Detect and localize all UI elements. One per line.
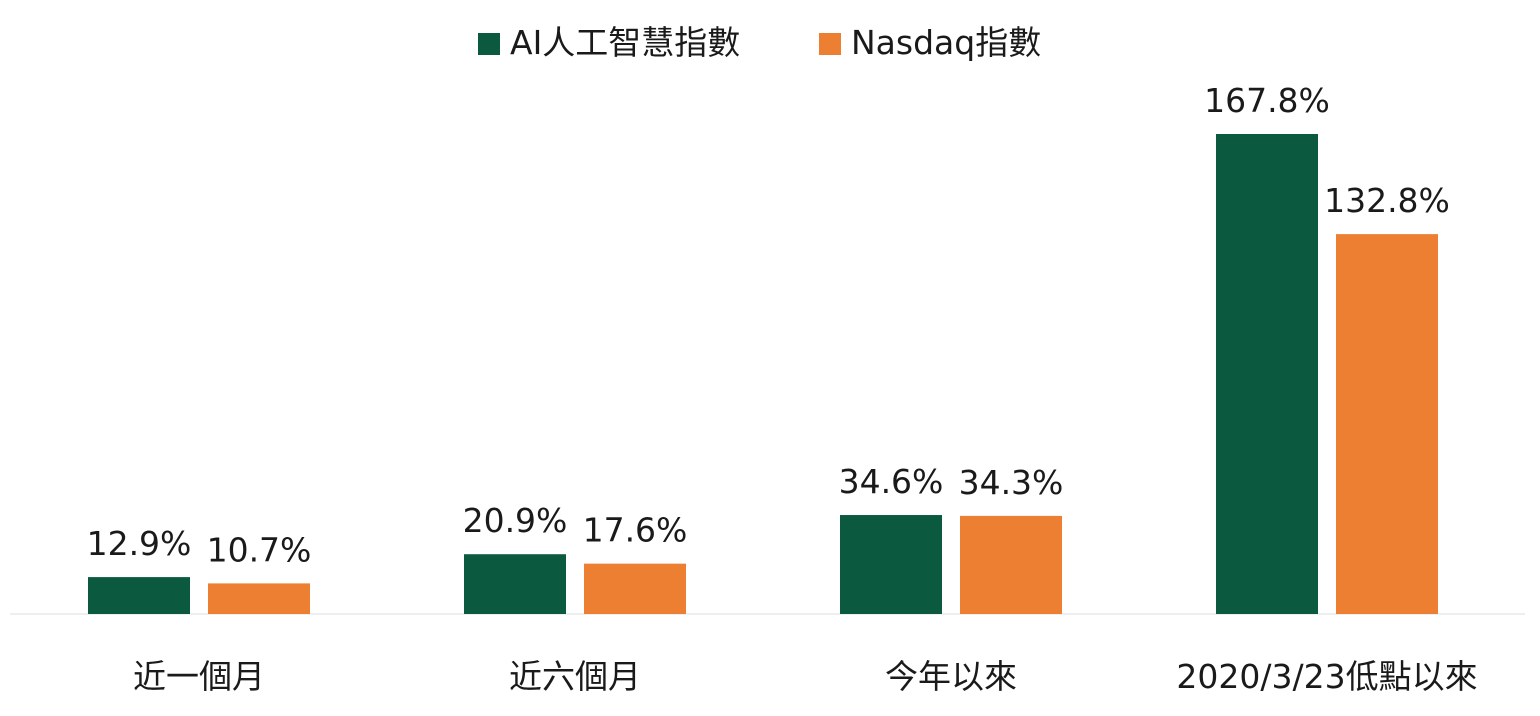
value-label-ai-index-0: 12.9%: [87, 524, 192, 563]
value-label-nasdaq-1: 17.6%: [583, 511, 688, 550]
value-labels-group: 12.9% 10.7% 20.9% 17.6% 34.6% 34.3% 167.8% 132.…: [87, 81, 1450, 569]
legend: AI人工智慧指數 Nasdaq指數: [478, 23, 1041, 62]
legend-swatch-nasdaq: [819, 33, 841, 55]
bar-nasdaq-2: [960, 515, 1062, 614]
legend-label-nasdaq: Nasdaq指數: [851, 23, 1041, 62]
category-label-0: 近一個月: [133, 657, 265, 696]
bars-group: [88, 134, 1438, 614]
bar-ai-index-0: [88, 577, 190, 614]
legend-label-ai-index: AI人工智慧指數: [510, 23, 740, 62]
category-label-1: 近六個月: [509, 657, 641, 696]
bar-nasdaq-3: [1336, 234, 1438, 614]
value-label-ai-index-2: 34.6%: [839, 462, 944, 501]
category-label-2: 今年以來: [885, 657, 1017, 696]
value-label-ai-index-3: 167.8%: [1204, 81, 1330, 120]
value-label-nasdaq-3: 132.8%: [1324, 181, 1450, 220]
category-label-3: 2020/3/23低點以來: [1176, 657, 1477, 696]
value-label-nasdaq-2: 34.3%: [959, 463, 1064, 502]
bar-ai-index-3: [1216, 134, 1318, 614]
bar-nasdaq-0: [208, 583, 310, 614]
category-labels-group: 近一個月 近六個月 今年以來 2020/3/23低點以來: [133, 657, 1478, 696]
bar-nasdaq-1: [584, 563, 686, 614]
bar-ai-index-1: [464, 554, 566, 614]
bar-ai-index-2: [840, 515, 942, 614]
value-label-ai-index-1: 20.9%: [463, 501, 568, 540]
value-label-nasdaq-0: 10.7%: [207, 530, 312, 569]
legend-swatch-ai-index: [478, 33, 500, 55]
